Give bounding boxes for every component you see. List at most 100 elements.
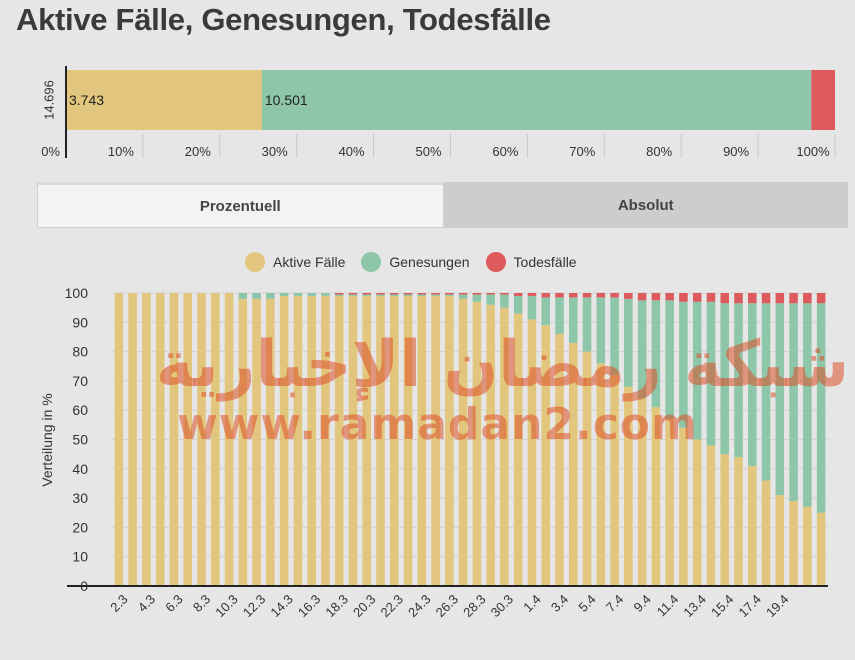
bar-recovered — [679, 301, 688, 428]
summary-segment-active — [66, 70, 262, 130]
bar-deaths — [527, 293, 537, 296]
bar-recovered — [624, 298, 633, 387]
legend-dot-active — [245, 252, 265, 272]
bar-recovered — [720, 303, 729, 455]
bar-recovered — [458, 294, 468, 299]
x-tick-label: 8.3 — [190, 592, 213, 615]
bar-recovered — [803, 303, 812, 507]
bar-deaths — [789, 293, 798, 304]
x-tick-label: 2.3 — [107, 592, 130, 615]
bar-deaths — [720, 293, 729, 304]
y-tick-label: 30 — [72, 490, 88, 506]
bar-recovered — [734, 303, 743, 458]
bar-active — [596, 363, 606, 586]
bar-deaths — [582, 293, 592, 298]
bar-recovered — [486, 294, 495, 305]
bar-recovered — [500, 294, 509, 308]
bar-deaths — [775, 293, 785, 304]
bar-recovered — [266, 293, 275, 299]
bar-active — [665, 418, 674, 586]
bar-recovered — [279, 293, 289, 296]
legend-dot-recovered — [361, 252, 382, 272]
bar-active — [334, 295, 344, 586]
bar-recovered — [527, 295, 537, 320]
bar-deaths — [555, 293, 564, 298]
summary-tick-label: 30% — [262, 144, 288, 159]
bar-active — [486, 304, 495, 586]
bar-active — [321, 295, 330, 586]
bar-recovered — [555, 297, 564, 335]
bar-active — [458, 298, 468, 586]
x-tick-label: 12.3 — [240, 592, 269, 621]
summary-tick-label: 50% — [415, 144, 441, 159]
summary-segment-recovered — [261, 70, 812, 130]
bar-recovered — [775, 303, 785, 496]
bar-active — [748, 465, 757, 586]
bar-active — [679, 427, 688, 586]
bar-deaths — [500, 293, 509, 295]
x-tick-label: 10.3 — [212, 592, 241, 621]
x-tick-label: 3.4 — [548, 592, 571, 615]
bar-active — [527, 319, 537, 586]
bar-active — [114, 293, 124, 586]
x-tick-label: 4.3 — [135, 592, 158, 615]
bar-recovered — [376, 294, 385, 296]
x-tick-label: 22.3 — [378, 592, 407, 621]
bar-active — [169, 293, 179, 586]
bar-recovered — [307, 293, 316, 296]
bar-deaths — [403, 293, 413, 295]
x-tick-label: 7.4 — [603, 592, 626, 615]
bar-recovered — [637, 300, 647, 399]
bar-recovered — [816, 303, 826, 513]
summary-segment-recovered-label: 10.501 — [265, 92, 308, 108]
bar-active — [541, 325, 550, 586]
bar-active — [224, 293, 234, 586]
bar-active — [376, 295, 385, 586]
x-tick-label: 5.4 — [575, 592, 598, 615]
tab-prozentuell[interactable]: Prozentuell — [37, 182, 444, 228]
bar-deaths — [734, 293, 743, 304]
legend-label-active: Aktive Fälle — [273, 254, 346, 270]
bar-active — [211, 293, 220, 586]
bar-recovered — [761, 303, 771, 481]
y-tick-label: 100 — [65, 285, 89, 301]
bar-deaths — [610, 293, 619, 298]
bar-recovered — [321, 293, 330, 296]
bar-recovered — [445, 294, 454, 296]
legend-label-deaths: Todesfälle — [513, 254, 577, 270]
bar-active — [279, 295, 289, 586]
bar-deaths — [486, 293, 495, 295]
summary-tick-label: 80% — [646, 144, 672, 159]
bar-active — [142, 293, 151, 586]
bar-active — [348, 295, 358, 586]
summary-total-label: 14.696 — [41, 80, 56, 120]
bar-deaths — [445, 293, 454, 295]
bar-deaths — [803, 293, 812, 304]
x-tick-label: 30.3 — [488, 592, 517, 621]
bar-recovered — [238, 293, 248, 299]
bar-active — [720, 454, 729, 586]
summary-tick-label: 100% — [796, 144, 830, 159]
bar-recovered — [390, 294, 399, 296]
summary-tick-label: 70% — [569, 144, 595, 159]
page-title: Aktive Fälle, Genesungen, Todesfälle — [16, 2, 551, 37]
y-tick-label: 40 — [72, 461, 88, 477]
bar-active — [238, 298, 248, 586]
bar-active — [252, 298, 261, 586]
bar-active — [637, 398, 647, 586]
legend-item-active[interactable]: Aktive Fälle — [245, 252, 345, 272]
bar-active — [789, 501, 798, 586]
x-tick-label: 28.3 — [460, 592, 489, 621]
tab-absolut[interactable]: Absolut — [443, 182, 848, 228]
bar-deaths — [431, 293, 440, 295]
legend-item-deaths[interactable]: Todesfälle — [485, 252, 577, 272]
bar-active — [569, 342, 578, 586]
summary-segment-active-label: 3.743 — [69, 92, 104, 108]
bar-deaths — [637, 293, 647, 301]
x-tick-label: 17.4 — [736, 592, 765, 621]
bar-active — [155, 293, 165, 586]
bar-deaths — [651, 293, 661, 301]
legend-item-recovered[interactable]: Genesungen — [361, 252, 470, 272]
legend-dot-deaths — [485, 252, 506, 272]
x-tick-label: 24.3 — [405, 592, 434, 621]
